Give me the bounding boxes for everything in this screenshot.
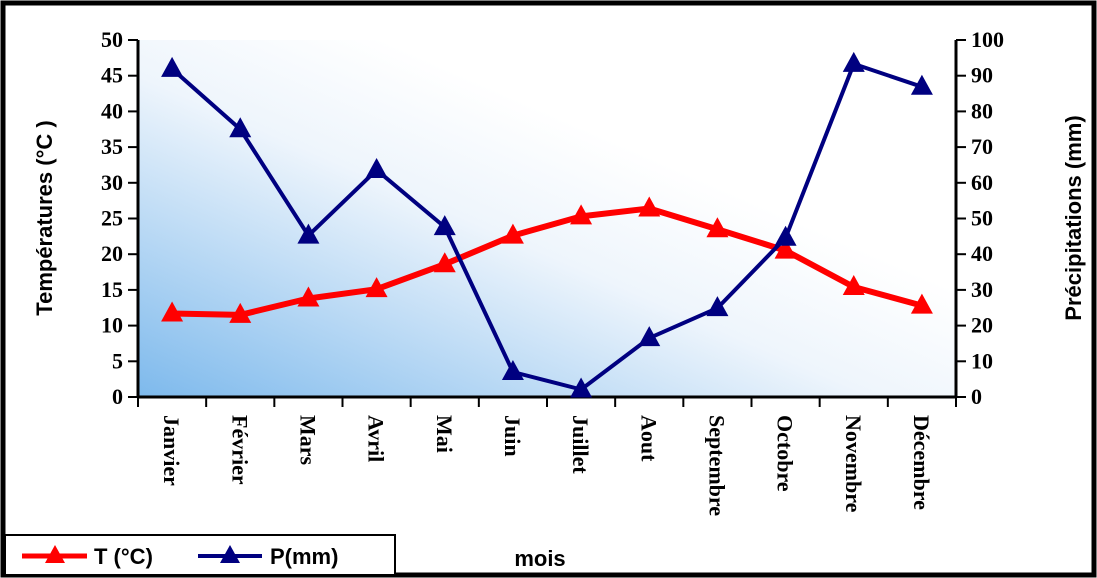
temperature-point — [297, 286, 320, 307]
right-tick-label: 50 — [971, 206, 993, 231]
right-tick-label: 30 — [971, 277, 993, 302]
temperature-point — [910, 293, 933, 314]
left-tick-label: 35 — [101, 134, 123, 159]
left-tick-label: 5 — [112, 348, 123, 373]
precipitation-point — [706, 296, 729, 317]
right-tick-label: 40 — [971, 241, 993, 266]
x-category-label: Janvier — [159, 415, 184, 486]
x-category-label: Juillet — [568, 415, 593, 474]
x-category-label: Février — [227, 415, 252, 485]
legend: T (°C) P(mm) — [4, 534, 396, 576]
precipitation-point — [774, 225, 797, 246]
x-category-label: Avril — [364, 415, 389, 462]
left-tick-label: 15 — [101, 277, 123, 302]
right-tick-label: 90 — [971, 63, 993, 88]
x-category-label: Septembre — [704, 415, 729, 516]
precipitation-point — [161, 56, 184, 77]
right-tick-label: 60 — [971, 170, 993, 195]
precipitation-point — [638, 326, 661, 347]
series-line-precipitation — [170, 61, 923, 392]
series-line-temperature — [172, 205, 923, 318]
x-category-label: Juin — [500, 415, 525, 457]
x-category-label: Mai — [432, 415, 457, 453]
x-category-label: Octobre — [773, 415, 798, 492]
precipitation-point — [229, 117, 252, 138]
temperature-point — [229, 302, 252, 323]
right-tick-label: 0 — [971, 384, 982, 409]
legend-label-p: P(mm) — [270, 544, 338, 569]
left-tick-label: 30 — [101, 170, 123, 195]
precipitation-point — [297, 223, 320, 244]
temperature-point — [433, 252, 456, 273]
precipitation-point — [842, 51, 865, 72]
left-tick-label: 25 — [101, 206, 123, 231]
legend-marker-p — [220, 545, 240, 563]
precipitation-point — [433, 215, 456, 236]
right-tick-label: 10 — [971, 348, 993, 373]
temperature-point — [842, 275, 865, 296]
plot-area — [138, 40, 956, 397]
left-axis-ticks: 0 5 10 15 20 25 30 35 40 45 50 — [101, 27, 138, 409]
left-tick-label: 0 — [112, 384, 123, 409]
x-category-label: Décembre — [909, 415, 934, 510]
temperature-point — [706, 217, 729, 238]
right-tick-label: 100 — [971, 27, 1004, 52]
x-axis-title: mois — [514, 546, 565, 571]
temperature-point — [501, 223, 524, 244]
temperature-point — [774, 238, 797, 259]
y2-axis-title: Précipitations (mm) — [1061, 115, 1086, 320]
right-tick-label: 20 — [971, 313, 993, 338]
temperature-point — [365, 277, 388, 298]
left-tick-label: 10 — [101, 313, 123, 338]
legend-marker-t — [45, 545, 65, 563]
temperature-point — [161, 301, 184, 322]
legend-box — [4, 534, 396, 576]
temperature-point — [638, 196, 661, 217]
x-category-label: Novembre — [841, 415, 866, 513]
y-axis-title: Températures (°C ) — [32, 120, 57, 315]
left-tick-label: 40 — [101, 98, 123, 123]
precipitation-point — [501, 360, 524, 381]
temperature-point — [570, 204, 593, 225]
legend-label-t: T (°C) — [94, 544, 153, 569]
left-tick-label: 45 — [101, 63, 123, 88]
x-category-label: Aout — [636, 415, 661, 462]
series-layer — [161, 51, 933, 398]
right-axis-ticks: 0 10 20 30 40 50 60 70 80 90 100 — [956, 27, 1004, 409]
right-tick-label: 70 — [971, 134, 993, 159]
x-category-label: Mars — [295, 415, 320, 466]
left-tick-label: 20 — [101, 241, 123, 266]
left-tick-label: 50 — [101, 27, 123, 52]
right-tick-label: 80 — [971, 98, 993, 123]
precipitation-point — [570, 377, 593, 398]
precipitation-point — [910, 74, 933, 95]
precipitation-point — [365, 157, 388, 178]
x-axis-ticks: Janvier Février Mars Avril Mai Juin Juillet Aou… — [137, 397, 957, 516]
